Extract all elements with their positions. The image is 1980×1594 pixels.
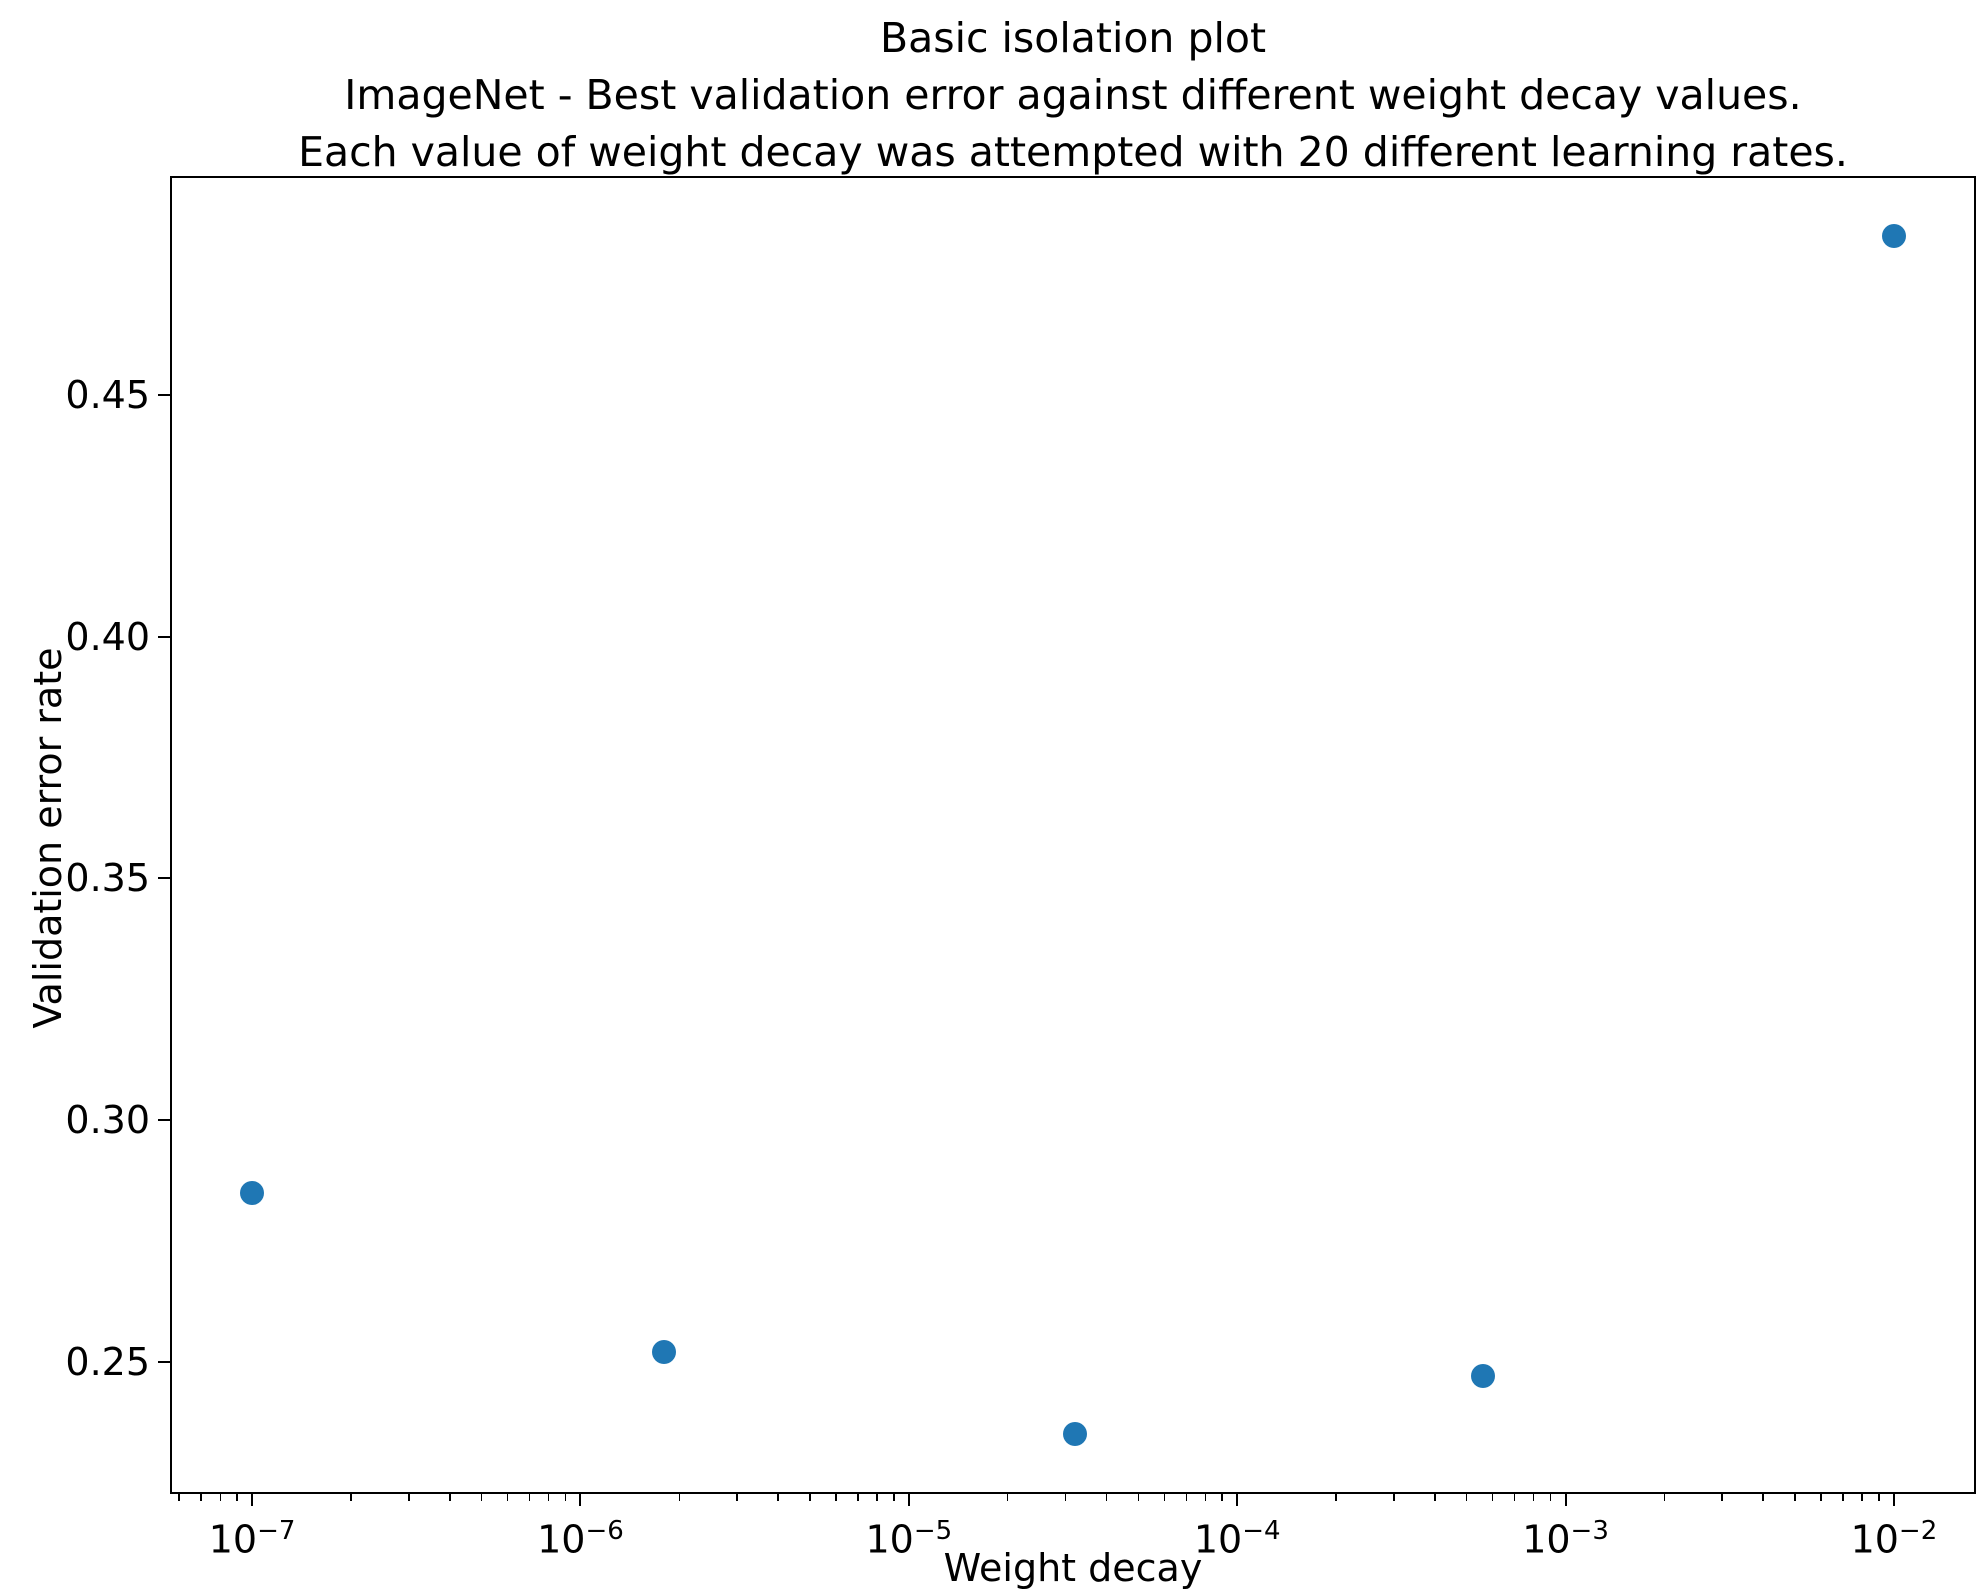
x-minor-tick-mark — [219, 1494, 222, 1501]
chart-title-line-1: Basic isolation plot — [879, 14, 1267, 62]
x-tick-mark — [579, 1494, 582, 1506]
x-tick-mark — [907, 1494, 910, 1506]
x-minor-tick-mark — [1721, 1494, 1723, 1501]
data-point — [1881, 223, 1906, 248]
chart-title-line-3: Each value of weight decay was attempted… — [298, 128, 1848, 176]
y-tick-label: 0.25 — [65, 1339, 150, 1384]
x-minor-tick-mark — [1335, 1494, 1337, 1501]
y-tick-label: 0.30 — [65, 1098, 150, 1143]
x-minor-tick-mark — [1532, 1494, 1535, 1501]
x-tick-mark — [1236, 1494, 1239, 1506]
y-tick-mark — [158, 1360, 170, 1363]
y-tick-mark — [158, 877, 170, 880]
x-minor-tick-mark — [200, 1494, 202, 1501]
x-minor-tick-mark — [1878, 1494, 1880, 1501]
x-minor-tick-mark — [1842, 1494, 1844, 1501]
x-minor-tick-mark — [1393, 1494, 1395, 1501]
x-tick-label: 10−6 — [537, 1516, 624, 1562]
x-minor-tick-mark — [1465, 1494, 1468, 1501]
chart-title: Basic isolation plot ImageNet - Best val… — [170, 10, 1976, 181]
x-minor-tick-mark — [1549, 1494, 1552, 1501]
x-tick-mark — [1892, 1494, 1895, 1506]
x-minor-tick-mark — [1513, 1494, 1516, 1501]
x-minor-tick-mark — [1006, 1494, 1009, 1501]
x-tick-label: 10−3 — [1522, 1516, 1609, 1562]
x-minor-tick-mark — [1434, 1494, 1436, 1501]
data-point — [1062, 1422, 1087, 1447]
plot-area — [170, 176, 1976, 1494]
x-axis-label: Weight decay — [943, 1546, 1203, 1590]
x-minor-tick-mark — [1794, 1494, 1796, 1501]
y-tick-label: 0.40 — [65, 614, 150, 659]
y-tick-label: 0.35 — [65, 856, 150, 901]
y-tick-mark — [158, 635, 170, 638]
x-minor-tick-mark — [528, 1494, 531, 1501]
x-minor-tick-mark — [564, 1494, 567, 1501]
x-minor-tick-mark — [449, 1494, 451, 1501]
x-minor-tick-mark — [1064, 1494, 1067, 1501]
x-minor-tick-mark — [876, 1494, 878, 1501]
x-tick-mark — [1564, 1494, 1567, 1506]
x-minor-tick-mark — [857, 1494, 859, 1501]
data-point — [652, 1339, 677, 1364]
x-minor-tick-mark — [350, 1494, 352, 1501]
x-minor-tick-mark — [1185, 1494, 1188, 1501]
y-tick-mark — [158, 1119, 170, 1122]
x-tick-label: 10−4 — [1193, 1516, 1281, 1562]
x-tick-label: 10−5 — [865, 1516, 953, 1562]
x-minor-tick-mark — [1861, 1494, 1863, 1501]
x-minor-tick-mark — [547, 1494, 550, 1501]
x-minor-tick-mark — [678, 1494, 681, 1501]
x-minor-tick-mark — [893, 1494, 895, 1501]
x-minor-tick-mark — [1204, 1494, 1207, 1501]
x-minor-tick-mark — [1820, 1494, 1822, 1501]
x-minor-tick-mark — [1762, 1494, 1764, 1501]
x-minor-tick-mark — [809, 1494, 811, 1501]
data-point — [240, 1180, 265, 1205]
x-minor-tick-mark — [506, 1494, 509, 1501]
x-tick-mark — [251, 1494, 254, 1506]
x-minor-tick-mark — [1137, 1494, 1140, 1501]
x-minor-tick-mark — [480, 1494, 483, 1501]
x-minor-tick-mark — [408, 1494, 410, 1501]
x-tick-label: 10−7 — [208, 1516, 296, 1562]
x-minor-tick-mark — [777, 1494, 779, 1501]
x-minor-tick-mark — [1663, 1494, 1666, 1501]
data-point — [1470, 1364, 1495, 1389]
chart-title-line-2: ImageNet - Best validation error against… — [344, 71, 1802, 119]
x-minor-tick-mark — [178, 1494, 180, 1501]
x-minor-tick-mark — [1105, 1494, 1108, 1501]
x-tick-label: 10−2 — [1850, 1516, 1938, 1562]
x-minor-tick-mark — [1221, 1494, 1223, 1501]
x-minor-tick-mark — [1163, 1494, 1166, 1501]
x-minor-tick-mark — [835, 1494, 837, 1501]
x-minor-tick-mark — [736, 1494, 738, 1501]
x-minor-tick-mark — [1491, 1494, 1494, 1501]
y-tick-mark — [158, 394, 170, 397]
x-minor-tick-mark — [236, 1494, 238, 1501]
y-tick-label: 0.45 — [65, 373, 150, 418]
